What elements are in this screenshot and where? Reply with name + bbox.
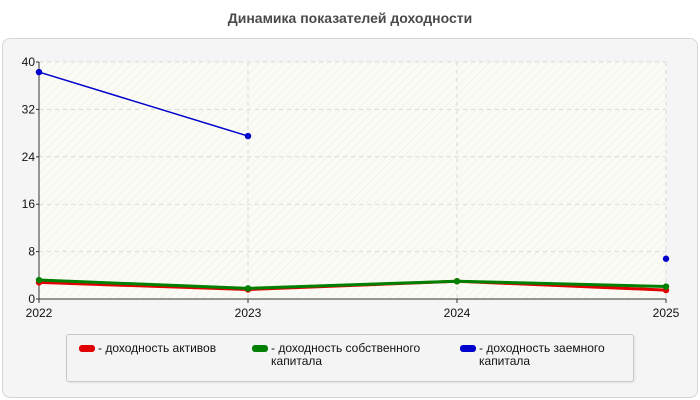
x-tick-label: 2025 <box>653 306 680 320</box>
series-group <box>35 68 670 294</box>
y-tick-label: 0 <box>28 292 35 306</box>
y-tick-label: 32 <box>22 102 36 116</box>
data-point-borrowed <box>35 68 43 76</box>
data-point-equity <box>244 285 252 292</box>
axes <box>36 61 667 303</box>
tick-labels: 0 8 16 24 32 40 2022 2023 2024 2025 <box>22 55 680 320</box>
data-point-equity <box>662 283 670 290</box>
data-point-equity <box>35 276 43 284</box>
x-tick-label: 2023 <box>235 306 262 320</box>
x-tick-label: 2024 <box>444 306 471 320</box>
legend-swatch-equity <box>252 345 268 352</box>
legend-label: - доходность заемного капитала <box>479 341 605 368</box>
data-point-borrowed <box>662 255 670 262</box>
plot-area <box>39 62 666 299</box>
legend-item-assets[interactable]: - доходность активов <box>79 342 249 355</box>
series-line-equity <box>37 278 250 290</box>
chart-title: Динамика показателей доходности <box>227 10 473 26</box>
legend: - доходность активов - доходность собств… <box>66 334 634 382</box>
legend-item-borrowed[interactable]: - доходность заемного капитала <box>460 342 630 368</box>
grid-lines <box>39 61 667 299</box>
series-line-borrowed <box>38 71 249 137</box>
series-line-equity <box>246 279 459 290</box>
y-tick-label: 16 <box>22 197 36 211</box>
y-tick-label: 8 <box>28 245 35 259</box>
legend-label: - доходность активов <box>98 341 217 355</box>
y-tick-label: 40 <box>22 55 36 69</box>
legend-label: - доходность собственного капитала <box>271 341 421 368</box>
data-point-equity <box>453 278 461 285</box>
series-line-equity <box>455 279 668 289</box>
x-tick-label: 2022 <box>26 306 53 320</box>
legend-swatch-assets <box>79 345 95 352</box>
y-tick-label: 24 <box>22 150 36 164</box>
data-point-borrowed <box>244 132 252 140</box>
legend-item-equity[interactable]: - доходность собственного капитала <box>252 342 452 368</box>
legend-swatch-borrowed <box>460 345 476 352</box>
